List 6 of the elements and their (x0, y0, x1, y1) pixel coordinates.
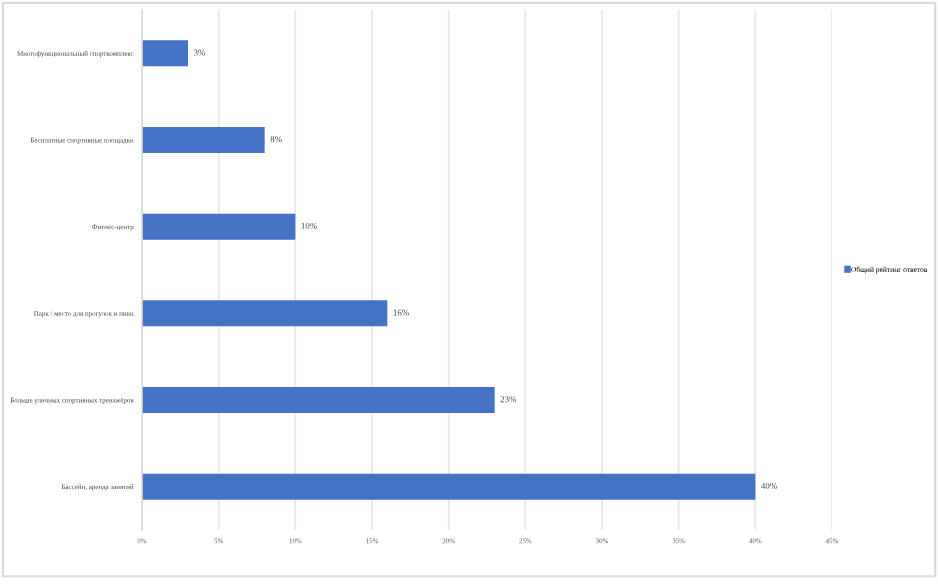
bar (142, 473, 756, 500)
bar (142, 387, 495, 413)
bar (142, 40, 188, 67)
bar (142, 127, 265, 153)
bar (142, 300, 388, 327)
bar (142, 213, 296, 240)
